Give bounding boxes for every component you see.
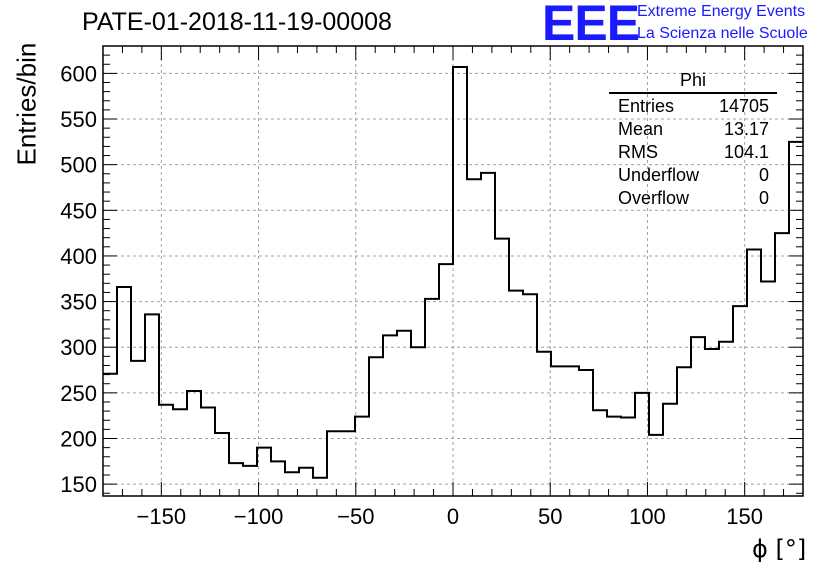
stats-value: 0 xyxy=(758,165,769,185)
y-tick-label: 600 xyxy=(60,61,97,86)
y-tick-label: 300 xyxy=(60,335,97,360)
stats-label: Underflow xyxy=(618,165,700,185)
x-tick-label: 0 xyxy=(447,504,459,529)
histogram-series xyxy=(103,65,803,479)
stats-label: Entries xyxy=(618,96,675,116)
chart-title: PATE-01-2018-11-19-00008 xyxy=(82,8,392,36)
y-tick-label: 200 xyxy=(60,426,97,451)
x-tick-label: −100 xyxy=(234,504,284,529)
logo-line-2: La Scienza nelle Scuole xyxy=(637,25,808,42)
stats-title: Phi xyxy=(609,70,777,94)
y-tick-label: 350 xyxy=(60,290,97,315)
stats-row-overflow: Overflow 0 xyxy=(609,187,777,210)
stats-value: 104.1 xyxy=(723,142,769,162)
x-tick-label: −150 xyxy=(137,504,187,529)
x-tick-label: 100 xyxy=(629,504,666,529)
stats-value: 14705 xyxy=(718,96,769,116)
logo-line-1: Extreme Energy Events xyxy=(637,3,806,20)
x-axis-label: ϕ [°] xyxy=(752,535,807,563)
stats-value: 0 xyxy=(758,188,769,208)
stats-value: 13.17 xyxy=(723,119,769,139)
stats-label: RMS xyxy=(618,142,658,162)
stats-row-underflow: Underflow 0 xyxy=(609,164,777,187)
y-tick-label: 150 xyxy=(60,472,97,497)
eee-logo: EEE xyxy=(542,0,640,51)
x-tick-label: 50 xyxy=(538,504,562,529)
y-axis-label: Entries/bin xyxy=(11,42,42,166)
stats-row-mean: Mean 13.17 xyxy=(609,118,777,141)
y-tick-label: 550 xyxy=(60,107,97,132)
stats-label: Overflow xyxy=(618,188,690,208)
plot-frame xyxy=(102,45,804,497)
x-tick-label: −50 xyxy=(337,504,374,529)
y-tick-label: 400 xyxy=(60,244,97,269)
stats-row-entries: Entries 14705 xyxy=(609,95,777,118)
x-tick-label: 150 xyxy=(726,504,763,529)
stats-box: Phi Entries 14705 Mean 13.17 RMS 104.1 U… xyxy=(609,70,777,210)
y-tick-label: 450 xyxy=(60,198,97,223)
y-tick-label: 500 xyxy=(60,153,97,178)
stats-label: Mean xyxy=(618,119,664,139)
y-tick-label: 250 xyxy=(60,381,97,406)
stats-row-rms: RMS 104.1 xyxy=(609,141,777,164)
